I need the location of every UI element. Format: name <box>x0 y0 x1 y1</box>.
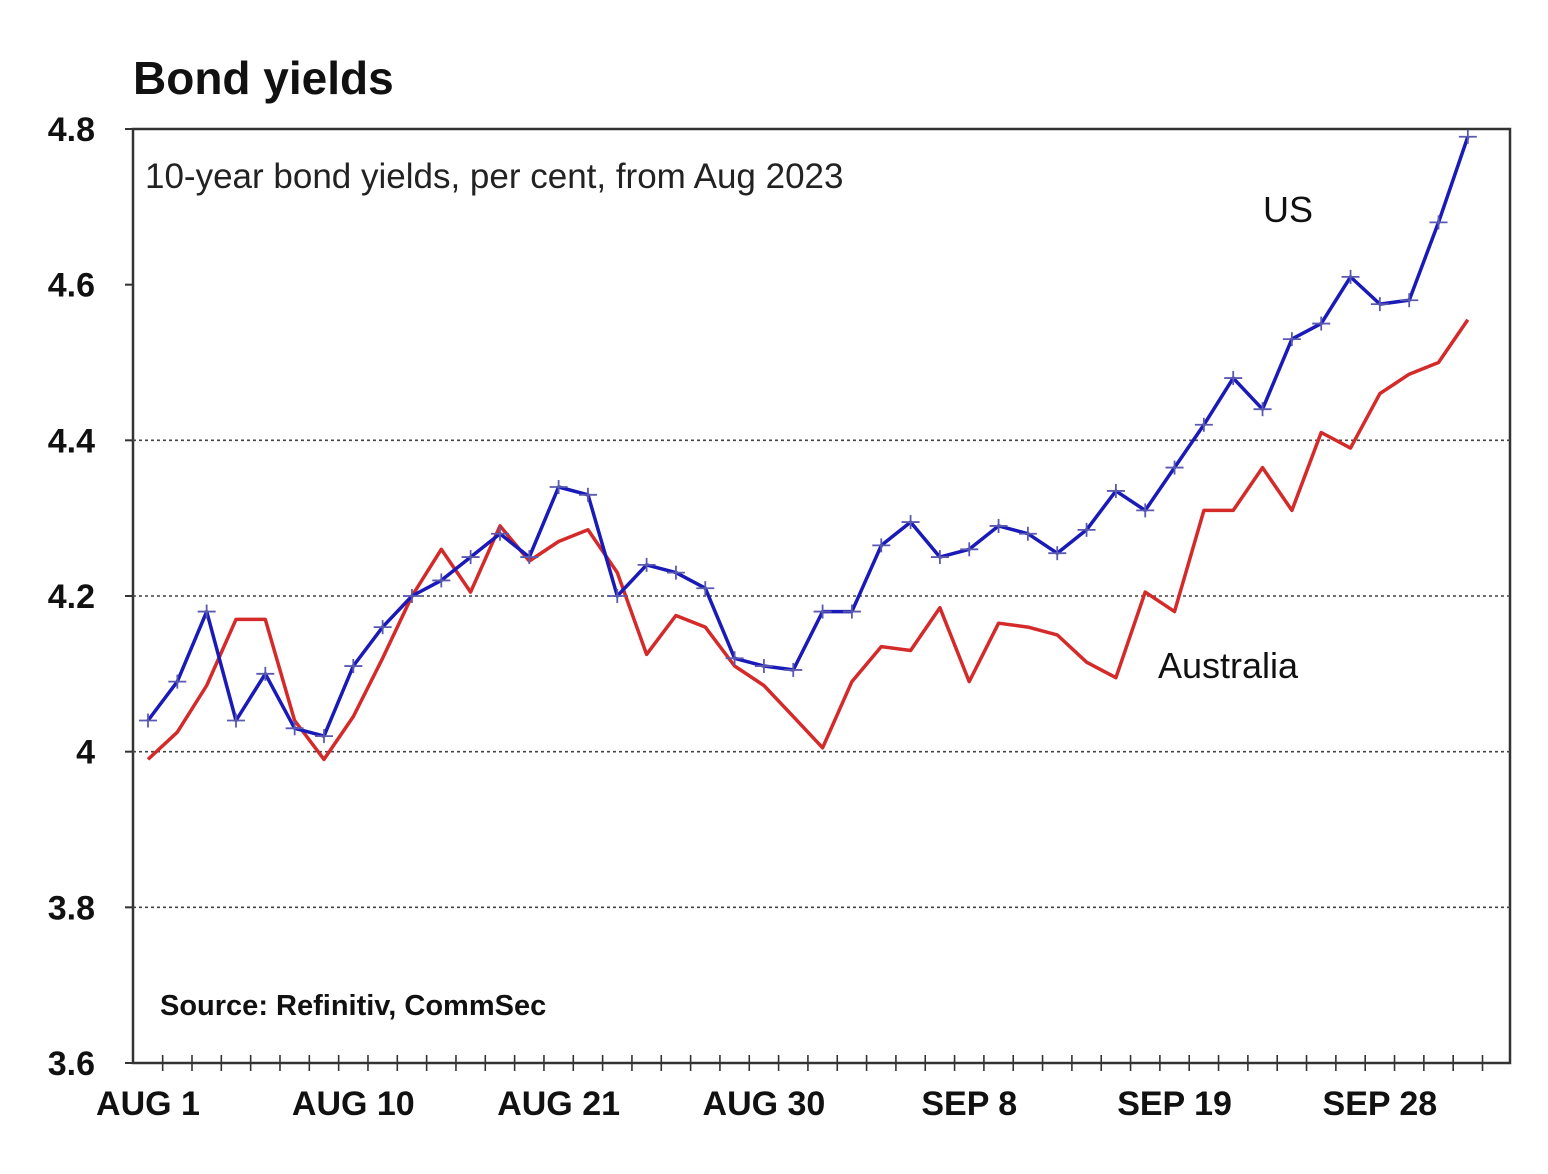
data-point-marker <box>490 526 509 541</box>
data-point-marker <box>725 651 744 666</box>
data-point-marker <box>578 487 597 502</box>
y-tick-label: 3.8 <box>48 889 95 927</box>
data-point-marker <box>432 573 451 588</box>
series-label-australia: Australia <box>1158 645 1299 686</box>
data-point-marker <box>1312 316 1331 331</box>
x-tick-label: SEP 28 <box>1323 1085 1438 1123</box>
data-point-marker <box>1429 215 1448 230</box>
chart-subtitle: 10-year bond yields, per cent, from Aug … <box>145 157 843 196</box>
data-point-marker <box>1282 332 1301 347</box>
data-point-marker <box>872 538 891 553</box>
data-point-marker <box>842 604 861 619</box>
data-point-marker <box>1018 526 1037 541</box>
y-tick-label: 4 <box>76 734 95 772</box>
x-tick-label: AUG 30 <box>703 1085 826 1123</box>
data-point-marker <box>197 604 216 619</box>
data-point-marker <box>1400 293 1419 308</box>
data-point-marker <box>813 604 832 619</box>
x-tick-label: SEP 8 <box>921 1085 1017 1123</box>
data-point-marker <box>989 518 1008 533</box>
data-point-marker <box>168 674 187 689</box>
data-point-marker <box>1224 371 1243 386</box>
data-point-marker <box>226 713 245 728</box>
series-label-us: US <box>1263 189 1313 230</box>
data-point-marker <box>1106 483 1125 498</box>
data-point-marker <box>256 666 275 681</box>
data-point-marker <box>696 581 715 596</box>
y-tick-label: 3.6 <box>48 1045 95 1083</box>
data-point-marker <box>637 557 656 572</box>
data-point-marker <box>139 713 157 728</box>
data-point-marker <box>1458 129 1477 144</box>
data-point-marker <box>549 480 568 495</box>
data-point-marker <box>344 659 363 674</box>
data-point-marker <box>1165 460 1184 475</box>
source-note: Source: Refinitiv, CommSec <box>160 990 546 1022</box>
x-tick-label: AUG 1 <box>96 1085 200 1123</box>
data-point-marker <box>402 589 421 603</box>
x-tick-label: SEP 19 <box>1117 1085 1232 1123</box>
data-point-marker <box>285 721 304 736</box>
data-point-marker <box>1341 269 1360 284</box>
y-tick-label: 4.8 <box>48 111 95 149</box>
series-line-australia <box>146 318 1470 762</box>
data-point-marker <box>1194 417 1213 432</box>
chart-title: Bond yields <box>133 52 394 104</box>
series-line-us <box>146 136 1470 738</box>
data-point-marker <box>520 550 539 565</box>
data-point-marker <box>930 550 949 565</box>
data-point-marker <box>901 515 920 530</box>
data-point-marker <box>1077 522 1096 537</box>
data-point-marker <box>1136 503 1155 518</box>
y-tick-label: 4.6 <box>48 267 95 305</box>
data-point-marker <box>1048 546 1067 561</box>
x-tick-label: AUG 21 <box>497 1085 620 1123</box>
data-point-marker <box>373 620 392 635</box>
data-point-marker <box>1253 402 1272 417</box>
x-tick-label: AUG 10 <box>292 1085 415 1123</box>
y-tick-label: 4.2 <box>48 578 95 616</box>
data-point-marker <box>314 729 333 744</box>
data-point-marker <box>1370 297 1389 312</box>
y-tick-label: 4.4 <box>48 422 95 460</box>
data-point-marker <box>960 542 979 557</box>
data-point-marker <box>666 565 685 580</box>
data-point-marker <box>461 550 480 565</box>
data-point-marker <box>784 662 803 677</box>
data-point-marker <box>608 589 627 603</box>
data-point-marker <box>754 659 773 674</box>
